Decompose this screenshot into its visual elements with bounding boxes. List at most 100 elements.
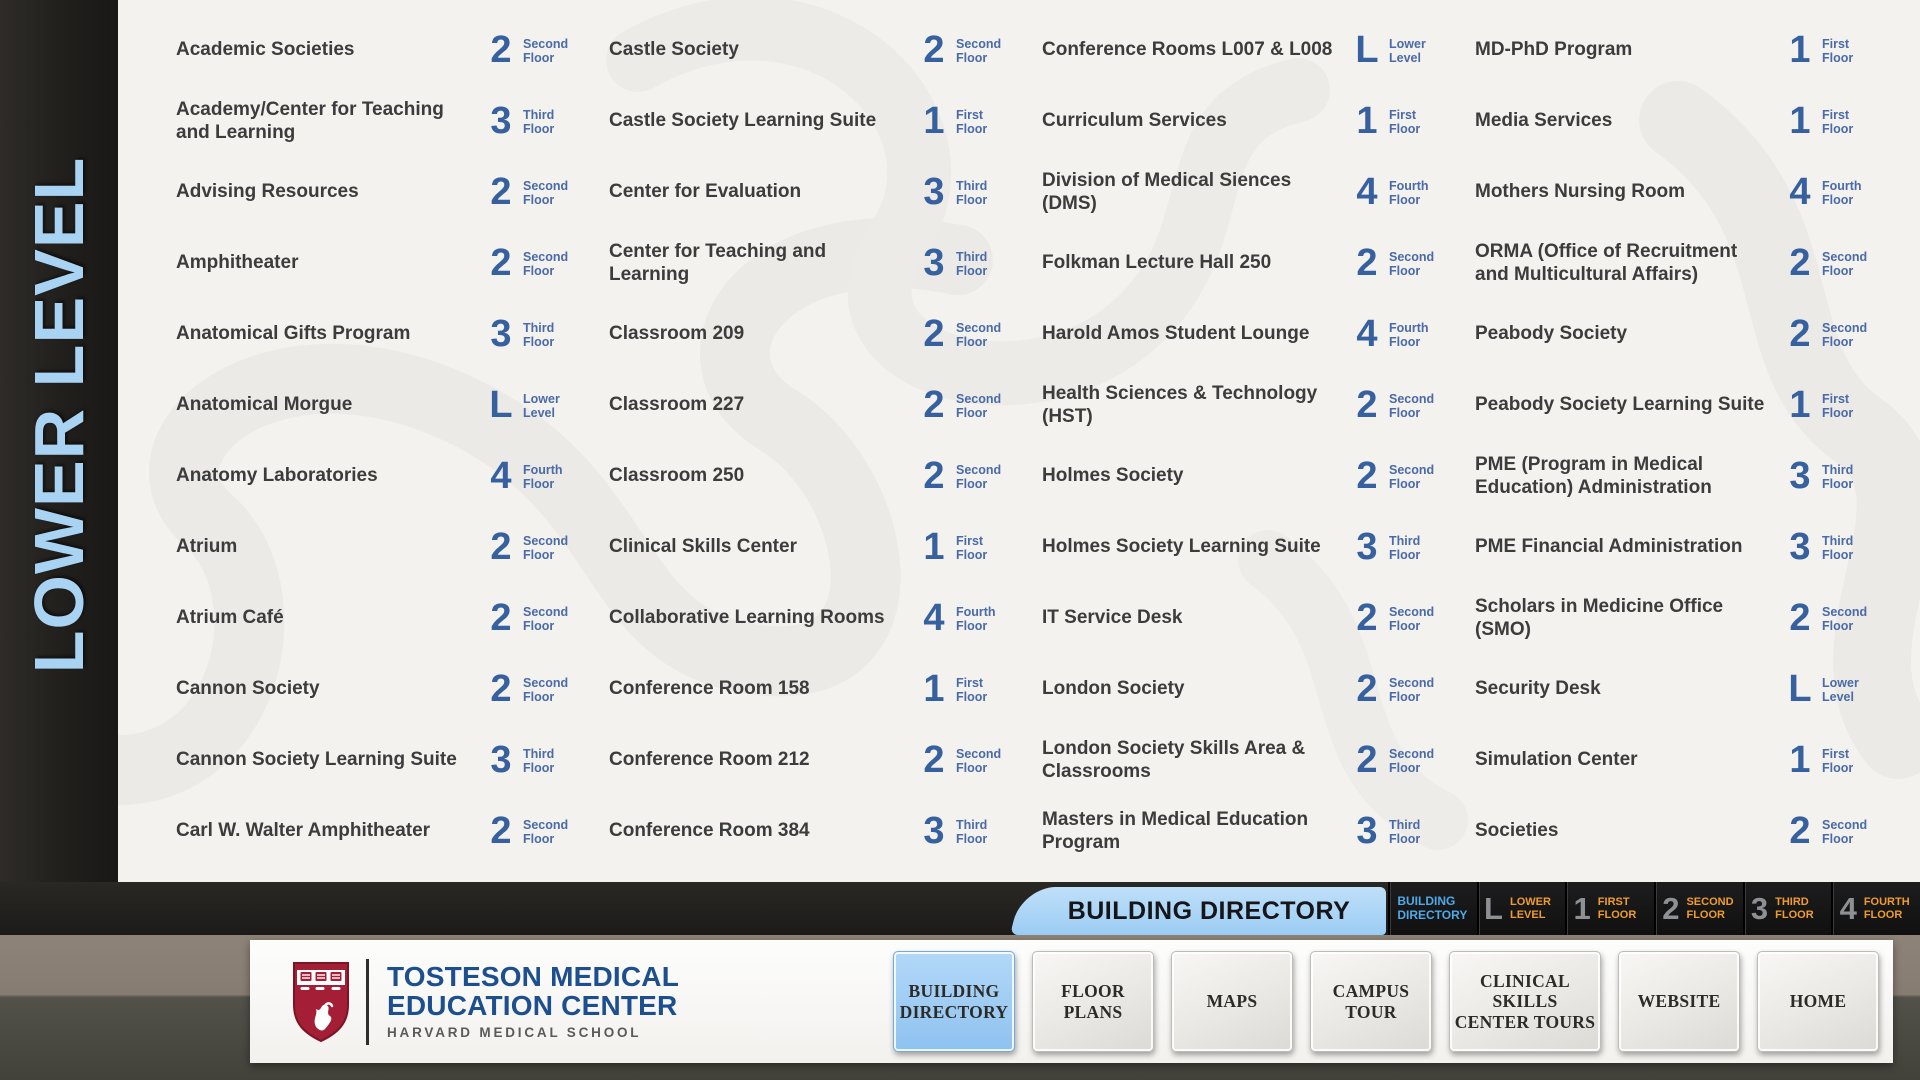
- floor-label: Second Floor: [1822, 817, 1868, 846]
- directory-column: Castle Society 2 Second Floor Castle Societ…: [609, 15, 1020, 867]
- directory-entry-row: Harold Amos Student Lounge 4 Fourth Floor: [1042, 299, 1453, 370]
- kiosk-button-home[interactable]: HOME: [1757, 951, 1879, 1052]
- entry-floor-badge: 2 Second Floor: [1351, 242, 1453, 285]
- directory-entry-row: Carl W. Walter Amphitheater 2 Second Floor: [176, 796, 587, 867]
- entry-floor-badge: 4 Fourth Floor: [1351, 171, 1453, 214]
- entry-name: Anatomical Morgue: [176, 394, 353, 416]
- directory-entry-row: Anatomical Morgue L Lower Level: [176, 370, 587, 441]
- floor-label: Second Floor: [956, 462, 1002, 491]
- kiosk-toolbar: TOSTESON MEDICAL EDUCATION CENTER HARVAR…: [250, 940, 1893, 1063]
- floor-nav-button-fourth-floor[interactable]: 4 FOURTH FLOOR: [1831, 882, 1920, 935]
- floor-nav-number: 4: [1839, 890, 1857, 926]
- entry-floor-badge: 1 First Floor: [918, 670, 1020, 708]
- directory-entry-row: Classroom 209 2 Second Floor: [609, 299, 1020, 370]
- floor-nav-label: SECOND FLOOR: [1686, 896, 1734, 921]
- floor-number: 2: [490, 171, 512, 214]
- floor-nav-label: LOWER LEVEL: [1509, 896, 1551, 921]
- floor-number: 3: [1356, 526, 1378, 569]
- entry-floor-badge: 2 Second Floor: [918, 31, 1020, 69]
- directory-entry-row: Castle Society 2 Second Floor: [609, 15, 1020, 86]
- entry-floor-badge: 2 Second Floor: [485, 244, 587, 282]
- kiosk-button-building-directory[interactable]: BUILDING DIRECTORY: [893, 951, 1015, 1052]
- floor-label: First Floor: [956, 675, 988, 704]
- entry-floor-badge: 3 Third Floor: [1784, 526, 1886, 569]
- directory-entry-row: ORMA (Office of Recruitment and Multicul…: [1475, 228, 1886, 299]
- floor-label: Second Floor: [956, 391, 1002, 420]
- floor-nav-button-building-directory[interactable]: BUILDING DIRECTORY: [1388, 882, 1477, 935]
- entry-floor-badge: 3 Third Floor: [918, 244, 1020, 282]
- floor-nav-number: L: [1484, 890, 1503, 926]
- entry-name: Academy/Center for Teaching and Learning: [176, 99, 444, 143]
- directory-entry-row: Masters in Medical Education Program 3 Thi…: [1042, 796, 1453, 867]
- directory-entry-row: Scholars in Medicine Office (SMO) 2 Second…: [1475, 583, 1886, 654]
- floor-label: Second Floor: [1389, 249, 1435, 278]
- entry-name: Holmes Society Learning Suite: [1042, 536, 1321, 558]
- floor-number: 2: [490, 668, 512, 711]
- entry-name: Classroom 209: [609, 323, 745, 345]
- entry-floor-badge: 3 Third Floor: [485, 313, 587, 356]
- entry-floor-badge: 4 Fourth Floor: [1784, 173, 1886, 211]
- floor-number: 4: [1356, 171, 1378, 214]
- floor-nav-button-first-floor[interactable]: 1 FIRST FLOOR: [1565, 882, 1655, 935]
- floor-label: Third Floor: [956, 249, 988, 278]
- directory-entry-row: Simulation Center 1 First Floor: [1475, 725, 1886, 796]
- floor-number: 2: [490, 810, 512, 853]
- floor-label: First Floor: [1822, 391, 1854, 420]
- floor-number: 2: [1789, 313, 1811, 356]
- entry-name: Center for Evaluation: [609, 181, 802, 203]
- entry-name: London Society Skills Area & Classrooms: [1042, 738, 1306, 782]
- entry-name: Health Sciences & Technology (HST): [1042, 383, 1318, 427]
- directory-entry-row: Clinical Skills Center 1 First Floor: [609, 512, 1020, 583]
- floor-number: 2: [1356, 384, 1378, 427]
- floor-label: First Floor: [956, 107, 988, 136]
- kiosk-button-clinical-skills-center-tours[interactable]: CLINICAL SKILLS CENTER TOURS: [1449, 951, 1601, 1052]
- entry-floor-badge: 2 Second Floor: [485, 597, 587, 640]
- floor-label: Third Floor: [956, 178, 988, 207]
- tab-building-directory-active[interactable]: BUILDING DIRECTORY: [1032, 887, 1386, 935]
- directory-entry-row: Security Desk L Lower Level: [1475, 654, 1886, 725]
- floor-nav-button-lower-level[interactable]: L LOWER LEVEL: [1476, 882, 1566, 935]
- logo-title-line2: EDUCATION CENTER: [387, 989, 678, 1021]
- floor-number: 2: [490, 597, 512, 640]
- floor-label: Second Floor: [523, 249, 569, 278]
- entry-floor-badge: 1 First Floor: [1784, 31, 1886, 69]
- floor-nav-button-second-floor[interactable]: 2 SECOND FLOOR: [1654, 882, 1743, 935]
- directory-entry-row: Societies 2 Second Floor: [1475, 796, 1886, 867]
- floor-label: Third Floor: [1389, 817, 1421, 846]
- directory-entry-row: Conference Room 212 2 Second Floor: [609, 725, 1020, 796]
- kiosk-button-maps[interactable]: MAPS: [1171, 951, 1293, 1052]
- entry-name: Peabody Society Learning Suite: [1475, 394, 1765, 416]
- floor-navigation-bar: BUILDING DIRECTORY L LOWER LEVEL 1 FIRST FLO…: [1388, 882, 1920, 935]
- entry-floor-badge: 2 Second Floor: [1784, 244, 1886, 282]
- entry-floor-badge: 2 Second Floor: [918, 386, 1020, 424]
- floor-label: Second Floor: [1389, 746, 1435, 775]
- floor-nav-button-third-floor[interactable]: 3 THIRD FLOOR: [1742, 882, 1832, 935]
- floor-label: Fourth Floor: [523, 462, 563, 491]
- entry-floor-badge: 4 Fourth Floor: [918, 599, 1020, 637]
- entry-floor-badge: 2 Second Floor: [1351, 384, 1453, 427]
- entry-floor-badge: 1 First Floor: [1784, 386, 1886, 424]
- floor-label: Second Floor: [523, 533, 569, 562]
- floor-label: Second Floor: [956, 320, 1002, 349]
- floor-label: First Floor: [1822, 36, 1854, 65]
- entry-floor-badge: 2 Second Floor: [918, 315, 1020, 353]
- kiosk-button-website[interactable]: WEBSITE: [1618, 951, 1740, 1052]
- entry-floor-badge: L Lower Level: [485, 386, 587, 424]
- directory-entry-row: Amphitheater 2 Second Floor: [176, 228, 587, 299]
- kiosk-button-floor-plans[interactable]: FLOOR PLANS: [1032, 951, 1154, 1052]
- floor-label: Second Floor: [1822, 249, 1868, 278]
- entry-floor-badge: 3 Third Floor: [1351, 526, 1453, 569]
- entry-name: London Society: [1042, 678, 1185, 700]
- floor-number: 2: [1789, 597, 1811, 640]
- floor-number: 2: [1356, 242, 1378, 285]
- kiosk-button-campus-tour[interactable]: CAMPUS TOUR: [1310, 951, 1432, 1052]
- floor-number: 3: [923, 810, 945, 853]
- directory-entry-row: Holmes Society Learning Suite 3 Third Floo…: [1042, 512, 1453, 583]
- entry-name: Castle Society: [609, 39, 739, 61]
- directory-entry-row: Classroom 250 2 Second Floor: [609, 441, 1020, 512]
- floor-number: 4: [1356, 313, 1378, 356]
- floor-number: 3: [490, 313, 512, 356]
- floor-number: 3: [1789, 526, 1811, 569]
- floor-number: 2: [1789, 810, 1811, 853]
- floor-label: Fourth Floor: [1389, 320, 1429, 349]
